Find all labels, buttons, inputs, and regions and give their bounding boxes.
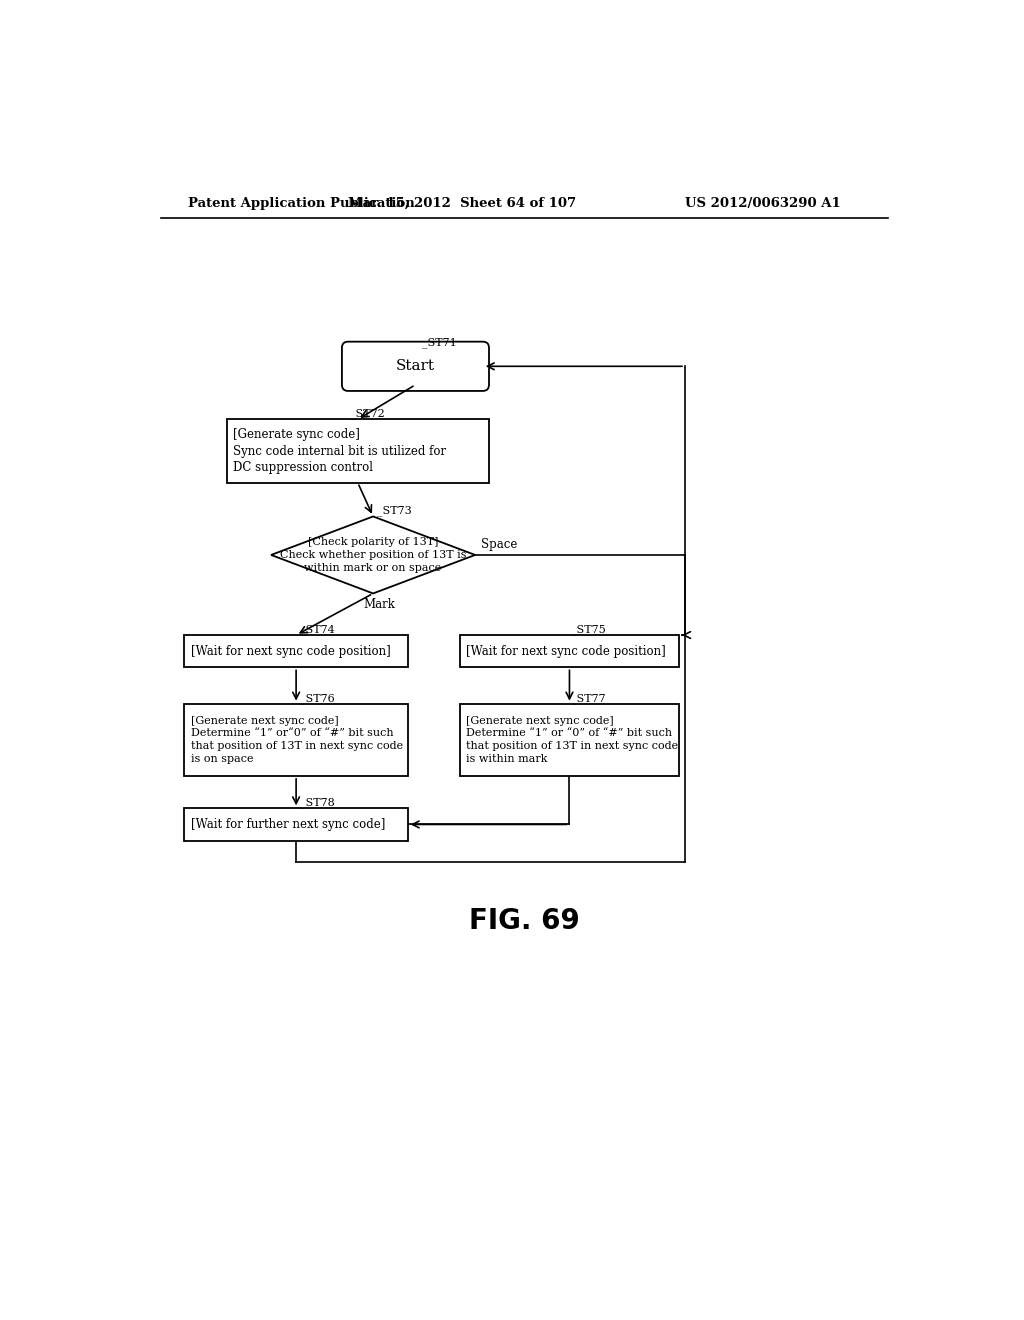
Text: Mar. 15, 2012  Sheet 64 of 107: Mar. 15, 2012 Sheet 64 of 107: [347, 197, 575, 210]
Bar: [226, 420, 488, 483]
Text: FIG. 69: FIG. 69: [469, 907, 581, 935]
Bar: [460, 704, 679, 776]
Text: [Generate next sync code]
Determine “1” or“0” of “#” bit such
that position of 1: [Generate next sync code] Determine “1” …: [190, 715, 402, 764]
Text: Patent Application Publication: Patent Application Publication: [188, 197, 415, 210]
Bar: [184, 808, 408, 841]
Text: [Wait for further next sync code]: [Wait for further next sync code]: [190, 818, 385, 832]
Text: [Generate sync code]
Sync code internal bit is utilized for
DC suppression contr: [Generate sync code] Sync code internal …: [233, 428, 446, 474]
Text: US 2012/0063290 A1: US 2012/0063290 A1: [685, 197, 841, 210]
Text: _ST76: _ST76: [300, 693, 335, 704]
Bar: [460, 635, 679, 668]
Bar: [184, 635, 408, 668]
Text: _ST74: _ST74: [300, 624, 335, 635]
Text: _ST71: _ST71: [422, 337, 457, 348]
Text: _ST72: _ST72: [350, 409, 385, 420]
Text: [Wait for next sync code position]: [Wait for next sync code position]: [190, 644, 390, 657]
Text: [Generate next sync code]
Determine “1” or “0” of “#” bit such
that position of : [Generate next sync code] Determine “1” …: [466, 715, 678, 764]
Text: _ST78: _ST78: [300, 797, 335, 808]
Polygon shape: [271, 516, 475, 594]
Text: Start: Start: [396, 359, 435, 374]
Text: [Wait for next sync code position]: [Wait for next sync code position]: [466, 644, 666, 657]
Text: Mark: Mark: [362, 598, 395, 611]
Text: [Check polarity of 13T]
Check whether position of 13T is
within mark or on space: [Check polarity of 13T] Check whether po…: [280, 537, 466, 573]
FancyBboxPatch shape: [342, 342, 489, 391]
Text: _ST73: _ST73: [377, 506, 412, 516]
Text: _ST75: _ST75: [571, 624, 606, 635]
Bar: [184, 704, 408, 776]
Text: _ST77: _ST77: [571, 693, 605, 704]
Text: Space: Space: [481, 539, 518, 552]
